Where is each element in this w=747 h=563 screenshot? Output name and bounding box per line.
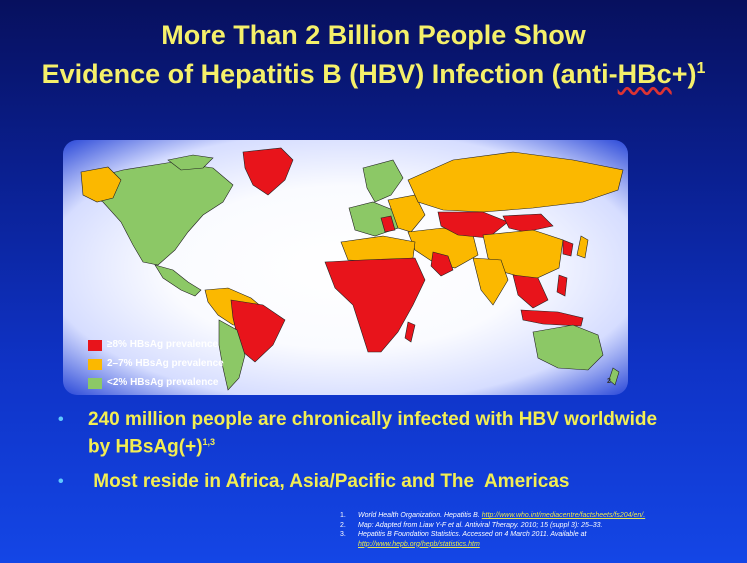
title-line-1: More Than 2 Billion People Show xyxy=(161,20,586,50)
region-balkans xyxy=(380,215,396,233)
reference-2: 2. Map: Adapted from Liaw Y-F et al. Ant… xyxy=(340,521,740,531)
reference-3-link[interactable]: http://www.hepb.org/hepb/statistics.htm xyxy=(358,540,480,548)
bullet-item-2: • Most reside in Africa, Asia/Pacific an… xyxy=(58,470,738,493)
region-alaska xyxy=(80,166,122,203)
region-brazil xyxy=(230,299,286,363)
region-greenland xyxy=(242,147,294,196)
region-scandinavia xyxy=(362,159,404,203)
title-hbc-text: HBc xyxy=(617,59,672,89)
region-sub-saharan-africa xyxy=(324,257,426,353)
region-philippines xyxy=(556,274,568,297)
reference-1-link[interactable]: http://www.who.int/mediacentre/factsheet… xyxy=(481,512,646,519)
reference-2-text: Map: Adapted from Liaw Y-F et al. Antivi… xyxy=(358,521,603,529)
region-central-america xyxy=(154,264,202,297)
region-south-america-south xyxy=(218,319,246,391)
references: 1. World Health Organization. Hepatitis … xyxy=(340,511,740,549)
region-japan xyxy=(576,235,589,259)
region-north-africa xyxy=(340,235,416,263)
region-eastern-europe xyxy=(387,194,426,233)
title-superscript: 1 xyxy=(696,60,706,77)
bullet-1-line-1: 240 million people are chronically infec… xyxy=(88,409,658,430)
slide-title: More Than 2 Billion People Show Evidence… xyxy=(0,18,747,91)
bullet-2-text: Most reside in Africa, Asia/Pacific and … xyxy=(88,471,570,493)
bullet-dot-icon: • xyxy=(58,473,64,491)
reference-3-number: 3. xyxy=(340,531,346,538)
reference-3-text: Hepatitis B Foundation Statistics. Acces… xyxy=(358,531,587,538)
region-southeast-asia xyxy=(512,274,549,309)
bullet-dot-icon: • xyxy=(58,411,64,428)
region-korea xyxy=(562,239,574,257)
legend-swatch-low xyxy=(88,378,102,389)
legend-swatch-intermediate xyxy=(88,359,102,370)
region-india xyxy=(472,257,509,306)
reference-1-number: 1. xyxy=(340,512,346,519)
bullet-1-superscript: 1,3 xyxy=(202,437,216,447)
reference-1-text: World Health Organization. Hepatitis B. xyxy=(358,512,482,519)
world-prevalence-map xyxy=(80,147,624,391)
bullet-item-1: • 240 million people are chronically inf… xyxy=(58,408,738,458)
legend-label-high: ≥8% HBsAg prevalence xyxy=(107,339,219,350)
bullet-list: • 240 million people are chronically inf… xyxy=(58,408,738,493)
region-new-zealand xyxy=(608,367,620,386)
title-line-2-end: +) xyxy=(671,59,697,89)
legend-label-intermediate: 2–7% HBsAg prevalence xyxy=(107,358,224,369)
region-russia xyxy=(407,151,624,213)
title-line-2: Evidence of Hepatitis B (HBV) Infection … xyxy=(0,52,747,91)
region-canada-arctic xyxy=(167,154,214,171)
region-madagascar xyxy=(404,321,416,343)
reference-1: 1. World Health Organization. Hepatitis … xyxy=(340,511,740,521)
region-mongolia xyxy=(502,213,554,233)
map-footnote-number: 2 xyxy=(607,378,611,385)
bullet-1-line-2: by HBsAg(+) xyxy=(88,436,203,458)
world-map-panel xyxy=(63,140,628,395)
title-line-2-text: Evidence of Hepatitis B (HBV) Infection … xyxy=(41,59,618,89)
reference-3: 3. Hepatitis B Foundation Statistics. Ac… xyxy=(340,530,740,549)
reference-2-number: 2. xyxy=(340,521,346,529)
region-indonesia xyxy=(520,309,584,327)
region-australia xyxy=(532,324,604,371)
legend-label-low: <2% HBsAg prevalence xyxy=(107,377,219,388)
region-arabia xyxy=(430,251,454,277)
legend-swatch-high xyxy=(88,340,102,351)
